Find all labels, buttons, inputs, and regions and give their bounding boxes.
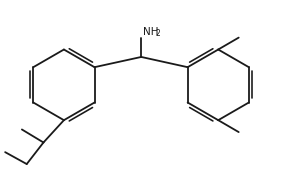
Text: NH: NH xyxy=(143,27,158,37)
Text: 2: 2 xyxy=(155,29,160,38)
